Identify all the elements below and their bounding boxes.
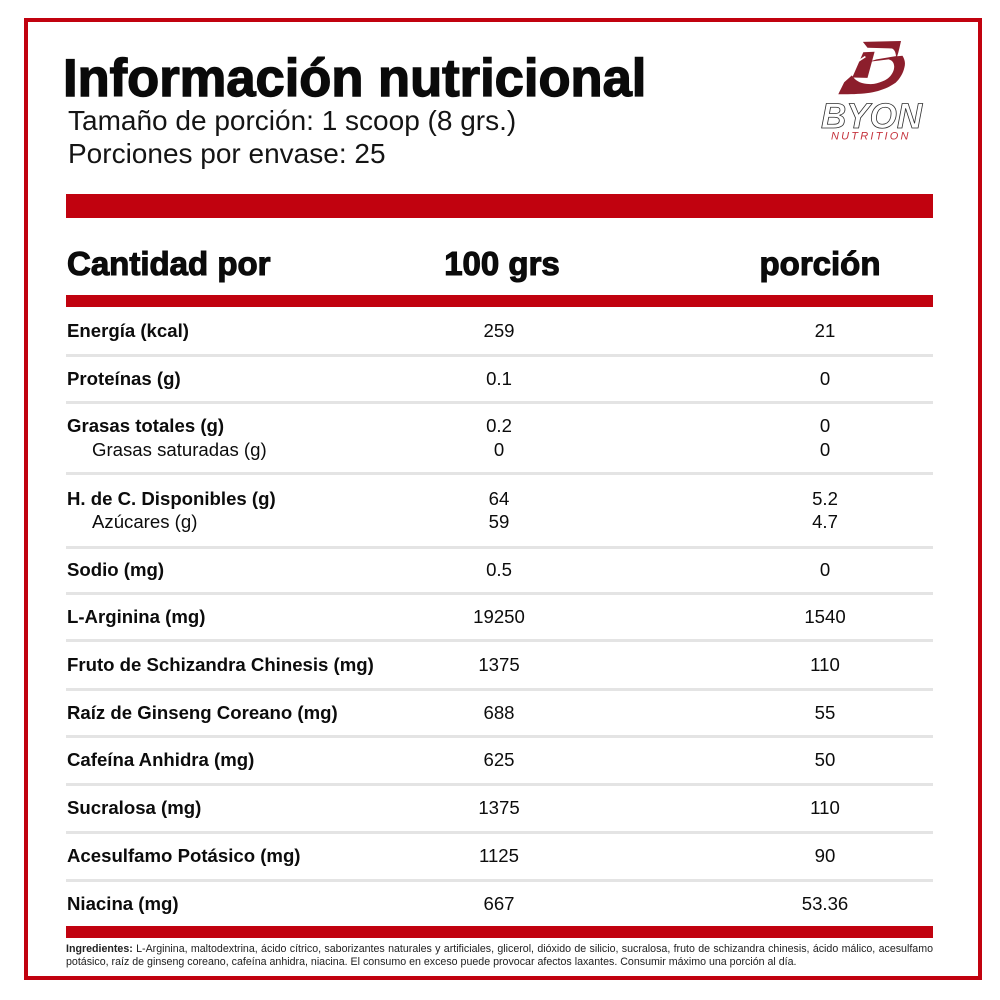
svg-text:BYON: BYON xyxy=(821,97,923,136)
svg-text:NUTRITION: NUTRITION xyxy=(831,131,911,143)
